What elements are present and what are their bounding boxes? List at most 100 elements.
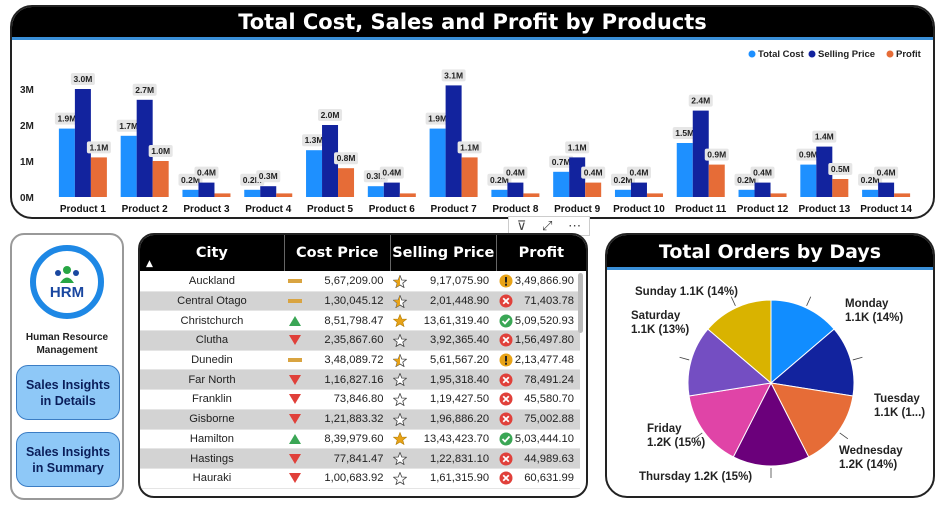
data-label: 1.5M (675, 128, 694, 138)
col-city[interactable]: City ▲ (140, 235, 285, 271)
data-label-bg (116, 119, 141, 132)
x-tick-label: Product 1 (60, 204, 107, 215)
leader-line (806, 296, 812, 306)
slice-label: Saturday 1.1K (13%) (631, 310, 689, 336)
full-star-icon (393, 314, 408, 328)
cell-city: Auckland (188, 275, 235, 288)
bar (367, 186, 384, 197)
table-row[interactable]: Gisborne 1,21,883.32 1,96,886.20 75,002.88 (140, 409, 580, 430)
data-label: 0.2M (243, 175, 262, 185)
sales-insights-summary-button[interactable]: Sales Insights in Summary (16, 432, 120, 487)
half-star-icon (393, 353, 408, 367)
table-row[interactable]: Christchurch 8,51,798.47 13,61,319.40 5,09,… (140, 311, 580, 332)
focus-mode-icon[interactable]: ⤢ (542, 218, 553, 233)
cell-selling-price: 1,95,318.40 (389, 373, 495, 387)
col-selling-price[interactable]: Selling Price (391, 235, 497, 271)
data-label: 0.2M (861, 175, 880, 185)
table-row[interactable]: Dunedin 3,48,089.72 5,61,567.20 2,13,477.48 (140, 351, 580, 371)
bar (630, 182, 647, 197)
data-label-bg (302, 134, 327, 147)
down-triangle-icon (288, 335, 301, 346)
table-row[interactable]: Clutha 2,35,867.60 3,92,365.40 1,56,497.80 (140, 331, 580, 351)
bar (276, 193, 293, 197)
slice-label: Sunday 1.1K (14%) (635, 286, 738, 298)
data-label-bg (256, 170, 281, 183)
data-label-bg (54, 112, 79, 125)
legend-entry: Profit (896, 49, 922, 60)
up-triangle-icon (288, 433, 301, 444)
data-label: 2.4M (691, 96, 710, 106)
check-circle-icon (499, 314, 513, 328)
data-label-bg (750, 166, 775, 179)
more-options-icon[interactable]: ⋯ (568, 218, 582, 233)
cell-city: Dunedin (191, 354, 233, 367)
neutral-indicator-icon (287, 299, 302, 304)
data-label-bg (148, 145, 173, 157)
bar (244, 189, 261, 197)
col-profit[interactable]: Profit (518, 245, 565, 261)
table-row[interactable]: Auckland 5,67,209.00 9,17,075.90 3,49,866.9… (140, 272, 580, 292)
down-triangle-icon (288, 414, 301, 425)
data-label: 1.9M (428, 114, 447, 124)
table-row[interactable]: Hastings 77,841.47 1,22,831.10 44,989.63 (140, 449, 580, 469)
data-label: 0.9M (707, 150, 726, 160)
neutral-indicator-icon (287, 358, 302, 363)
x-circle-icon (499, 412, 513, 426)
slice-label: Thursday 1.2K (15%) (639, 471, 752, 483)
legend-marker (808, 50, 816, 58)
empty-star-icon (393, 333, 408, 347)
data-label: 1.1M (568, 142, 587, 152)
y-tick-label: 1M (20, 157, 34, 168)
bar (507, 182, 524, 197)
data-label: 0.4M (877, 168, 896, 178)
pie-chart[interactable]: Monday 1.1K (14%) Tuesday 1.1K (1...) Wednes… (607, 235, 935, 498)
bar (461, 157, 478, 197)
table-row[interactable]: Far North 1,16,827.16 1,95,318.40 78,491.24 (140, 370, 580, 391)
cell-selling-price: 1,61,315.90 (389, 471, 495, 485)
data-label-bg (874, 166, 899, 179)
cell-profit: 44,989.63 (495, 452, 580, 466)
data-label-bg (70, 73, 95, 85)
data-label: 0.4M (382, 168, 401, 178)
bar (585, 182, 602, 197)
bar (260, 186, 277, 197)
half-star-icon (393, 294, 408, 308)
data-label: 1.9M (57, 114, 76, 124)
bar (692, 110, 709, 197)
sales-insights-details-button[interactable]: Sales Insights in Details (16, 365, 120, 420)
people-icon (55, 265, 79, 283)
bar (553, 171, 570, 197)
cell-profit: 2,13,477.48 (495, 353, 580, 367)
data-label: 0.8M (337, 153, 356, 163)
cell-cost-price: 1,16,827.16 (284, 374, 390, 386)
cell-selling-price: 3,92,365.40 (389, 333, 495, 347)
data-label: 1.4M (815, 132, 834, 142)
data-label: 0.4M (753, 168, 772, 178)
down-triangle-icon (288, 453, 301, 464)
sort-asc-icon[interactable]: ▲ (146, 259, 153, 269)
table-scrollbar[interactable] (578, 273, 583, 333)
table-row[interactable]: Hauraki 1,00,683.92 1,61,315.90 60,631.99 (140, 469, 580, 489)
data-label: 0.5M (831, 164, 850, 174)
table-row[interactable]: Hamilton 8,39,979.60 13,43,423.70 5,03,444.… (140, 430, 580, 450)
bar (306, 150, 323, 197)
filter-icon[interactable]: ⊽ (516, 218, 527, 233)
x-tick-label: Product 14 (860, 204, 912, 215)
bar (152, 161, 169, 197)
col-cost-price[interactable]: Cost Price (285, 235, 391, 271)
bar (136, 99, 153, 197)
table-row[interactable]: Franklin 73,846.80 1,19,427.50 45,580.70 (140, 390, 580, 410)
neutral-indicator-icon (287, 279, 302, 284)
cell-cost-price: 77,841.47 (284, 453, 390, 465)
bar-chart[interactable]: 0M 1M 2M 3M Total Cost Selling Price Profit 1.9… (12, 7, 935, 219)
data-label: 0.3M (366, 171, 385, 181)
data-label: 0.2M (490, 175, 509, 185)
leader-line (730, 296, 736, 306)
x-tick-label: Product 5 (307, 204, 354, 215)
table-row[interactable]: Central Otago 1,30,045.12 2,01,448.90 71,40… (140, 291, 580, 312)
bar (614, 189, 631, 197)
cell-cost-price: 1,21,883.32 (284, 413, 390, 425)
cell-selling-price: 2,01,448.90 (389, 294, 495, 308)
legend-marker (886, 50, 894, 58)
data-label-bg (626, 166, 651, 179)
